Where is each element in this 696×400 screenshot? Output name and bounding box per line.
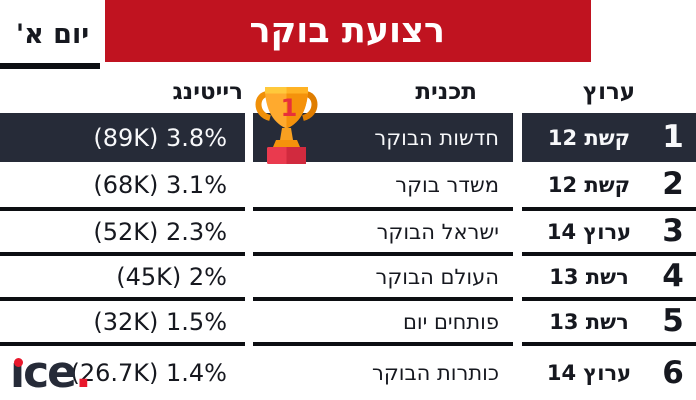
program-cell: כותרות הבוקר [371,361,499,385]
rating-cell: (52K) 2.3% [0,211,245,256]
rating-cell: (89K) 3.8% [0,113,245,162]
rating-cell: (45K) 2% [0,256,245,301]
channel-name: רשת 13 [549,264,629,289]
day-label: יום א' [15,19,90,50]
column-header-row: ערוץ תכנית רייטינג [0,70,696,113]
day-underline [0,63,100,69]
ice-logo-stem: ı [10,347,25,398]
table-row: 2 קשת 12 משדר בוקר (68K) 3.1% [0,162,696,211]
rank-number: 1 [662,119,684,155]
program-cell: ישראל הבוקר [253,211,513,256]
table-row: 1 קשת 12 חדשות הבוקר (89K) 3.8% [0,113,696,162]
channel-name: ערוץ 14 [546,219,632,244]
trophy-first-place-icon: 1 [255,87,318,164]
ice-logo-letters: ce [23,347,77,398]
column-header-channel: ערוץ [582,78,636,105]
channel-cell: 3 ערוץ 14 [522,211,696,256]
channel-cell: 4 רשת 13 [522,256,696,301]
rank-number: 2 [662,166,684,202]
rank-number: 5 [662,303,684,339]
channel-name: קשת 12 [547,125,631,150]
rating-cell: (32K) 1.5% [0,301,245,346]
channel-name: רשת 13 [549,309,629,334]
rank-number: 3 [662,213,684,249]
channel-cell: 1 קשת 12 [522,113,696,162]
channel-cell: 2 קשת 12 [522,162,696,211]
ice-logo: ıce. [10,351,92,395]
rating-cell: (68K) 3.1% [0,162,245,211]
rank-number: 6 [662,354,684,391]
svg-text:1: 1 [281,94,298,122]
rating-cell: (26.7K) 1.4% [70,359,227,387]
channel-cell: 6 ערוץ 14 [522,346,696,400]
program-cell: פותחים יום [253,301,513,346]
column-header-rating: רייטינג [172,78,243,105]
channel-name: ערוץ 14 [546,361,632,385]
table-row: 5 רשת 13 פותחים יום (32K) 1.5% [0,301,696,346]
table-row: 4 רשת 13 העולם הבוקר (45K) 2% [0,256,696,301]
ice-logo-period: . [75,347,92,398]
rank-number: 4 [662,258,684,294]
program-cell: משדר בוקר [253,162,513,211]
channel-cell: 5 רשת 13 [522,301,696,346]
table-row: 3 ערוץ 14 ישראל הבוקר (52K) 2.3% [0,211,696,256]
column-header-program: תכנית [415,78,477,105]
strip-title: רצועת בוקר [249,10,445,51]
table-row: 6 ערוץ 14 כותרות הבוקר (26.7K) 1.4% [0,346,696,400]
ice-logo-i-dot [14,358,23,367]
channel-name: קשת 12 [547,172,631,197]
day-box: יום א' [0,0,105,62]
program-cell: העולם הבוקר [253,256,513,301]
